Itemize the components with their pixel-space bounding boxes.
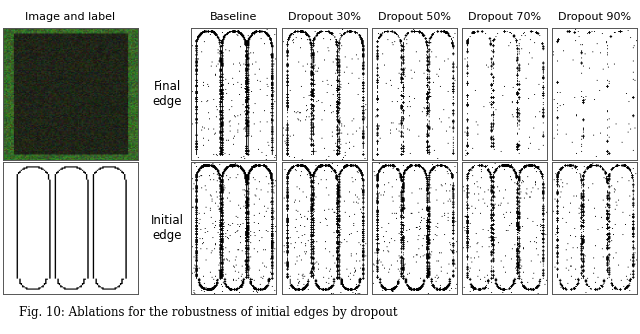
Text: Final
edge: Final edge (152, 80, 182, 108)
Text: Initial
edge: Initial edge (150, 214, 184, 242)
Text: Dropout 50%: Dropout 50% (378, 12, 451, 22)
Text: Dropout 70%: Dropout 70% (468, 12, 541, 22)
Text: Image and label: Image and label (26, 12, 115, 22)
Text: Baseline: Baseline (210, 12, 258, 22)
Text: Dropout 90%: Dropout 90% (558, 12, 632, 22)
Text: Dropout 30%: Dropout 30% (287, 12, 361, 22)
Text: Fig. 10: Ablations for the robustness of initial edges by dropout: Fig. 10: Ablations for the robustness of… (19, 306, 397, 319)
